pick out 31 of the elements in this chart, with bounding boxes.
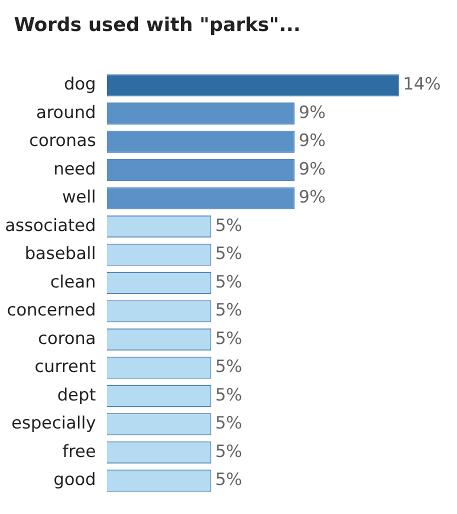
y-tick-label: free [62, 442, 96, 462]
y-tick-label: well [62, 188, 96, 208]
data-label: 5% [215, 328, 242, 349]
y-tick-label: dog [64, 74, 96, 95]
data-label: 5% [215, 272, 242, 292]
y-tick-label: baseball [24, 244, 96, 264]
data-label: 5% [215, 216, 242, 236]
y-tick-label: need [53, 159, 96, 180]
y-tick-label: dept [57, 385, 96, 406]
data-label: 9% [298, 188, 326, 208]
y-tick-label: clean [50, 272, 96, 292]
data-label: 5% [215, 244, 242, 264]
y-tick-label: current [34, 357, 96, 378]
y-tick-label: corona [38, 328, 96, 349]
y-tick-label: around [36, 102, 96, 123]
data-label: 5% [215, 357, 242, 378]
data-label: 5% [215, 414, 242, 434]
y-tick-label: coronas [29, 131, 96, 152]
data-label: 14% [403, 74, 441, 95]
data-label: 5% [215, 470, 242, 490]
data-label: 5% [215, 442, 242, 462]
data-label: 9% [298, 102, 326, 123]
data-label: 5% [215, 385, 242, 406]
data-label: 5% [215, 300, 242, 321]
chart-title: Words used with "parks"... [14, 14, 301, 36]
y-tick-label: good [54, 470, 96, 490]
y-tick-label: concerned [6, 300, 96, 321]
data-label: 9% [298, 131, 326, 152]
data-label: 9% [298, 159, 326, 180]
y-tick-label: associated [5, 216, 96, 236]
y-tick-label: especially [11, 414, 96, 434]
